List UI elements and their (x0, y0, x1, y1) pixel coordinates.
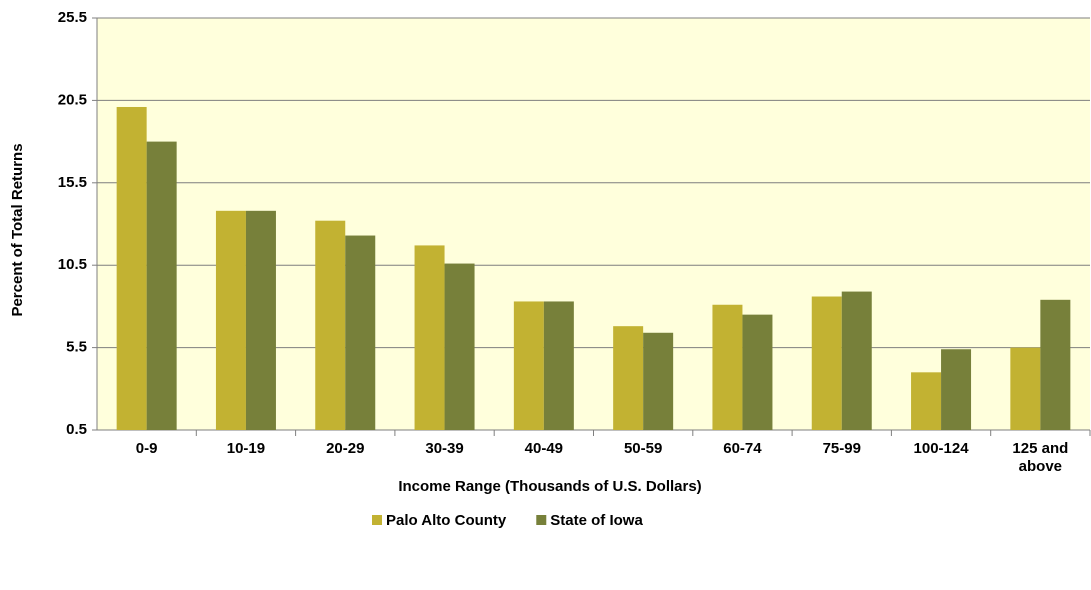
bar (116, 106, 147, 430)
bar (613, 326, 644, 430)
bar (643, 332, 674, 430)
y-tick-label: 15.5 (58, 174, 87, 191)
bar (1040, 299, 1071, 430)
legend-label: Palo Alto County (386, 512, 507, 529)
bar (146, 141, 177, 430)
bar (543, 301, 574, 430)
bar (811, 296, 842, 430)
x-tick-label: 125 and above (1012, 440, 1069, 475)
bar (245, 210, 276, 430)
y-tick-label: 5.5 (66, 339, 87, 356)
bar (742, 314, 773, 430)
y-axis-title: Percent of Total Returns (9, 143, 26, 316)
bar (911, 372, 942, 430)
x-tick-label: 10-19 (226, 440, 266, 457)
legend-label: State of Iowa (550, 512, 643, 529)
bar (513, 301, 544, 430)
y-tick-label: 25.5 (58, 9, 87, 26)
y-tick-label: 10.5 (58, 256, 87, 273)
bar (215, 210, 246, 430)
bar (315, 220, 346, 430)
legend-swatch (536, 515, 547, 525)
x-tick-label: 100-124 (913, 440, 969, 457)
y-tick-label: 20.5 (58, 91, 87, 108)
bar (712, 304, 743, 430)
bar (941, 349, 972, 430)
x-axis-title: Income Range (Thousands of U.S. Dollars) (398, 478, 701, 495)
bar (444, 263, 475, 430)
x-tick-label: 75-99 (822, 440, 861, 457)
bar (841, 291, 872, 430)
x-tick-label: 30-39 (425, 440, 464, 457)
bar (414, 245, 445, 430)
x-tick-label: 50-59 (623, 440, 663, 457)
x-tick-label: 40-49 (524, 440, 564, 457)
y-tick-label: 0.5 (66, 421, 87, 438)
bar (345, 235, 376, 430)
legend-swatch (372, 515, 382, 525)
x-tick-label: 20-29 (326, 440, 365, 457)
x-tick-label: 0-9 (135, 440, 158, 457)
x-tick-label: 60-74 (723, 440, 762, 457)
bar (1010, 347, 1041, 430)
